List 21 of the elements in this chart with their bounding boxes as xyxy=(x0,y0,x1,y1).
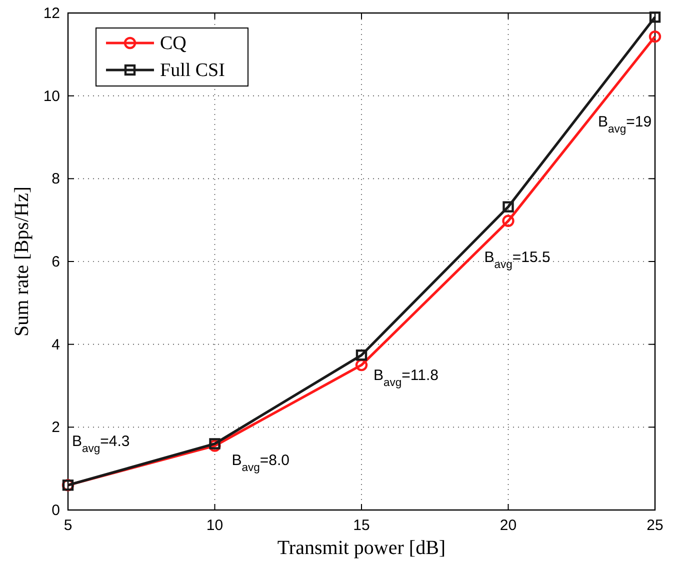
x-tick-label: 10 xyxy=(206,517,224,534)
y-tick-label: 10 xyxy=(43,88,60,105)
y-tick-label: 4 xyxy=(52,336,60,354)
y-axis-title: Sum rate [Bps/Hz] xyxy=(11,186,33,336)
x-axis-title: Transmit power [dB] xyxy=(277,537,446,559)
annotation: B$_{avg}$=11.8 xyxy=(374,367,438,390)
y-tick-label: 6 xyxy=(52,254,60,270)
legend-label: Full CSI xyxy=(160,60,225,81)
x-tick-label: 25 xyxy=(646,517,664,534)
annotation: B$_{avg}$=19 xyxy=(598,114,652,136)
y-tick-label: 12 xyxy=(43,5,60,22)
annotation: B$_{avg}$=15.5 xyxy=(484,248,550,271)
annotation: B$_{avg}$=4.3 xyxy=(72,433,130,456)
annotation: B$_{avg}$=8.0 xyxy=(232,452,290,474)
x-tick-label: 5 xyxy=(64,517,72,534)
x-tick-label: 20 xyxy=(500,517,517,534)
y-tick-label: 2 xyxy=(52,419,60,436)
x-tick-label: 15 xyxy=(353,517,370,534)
y-tick-label: 8 xyxy=(52,170,60,188)
legend-label: CQ xyxy=(160,33,187,54)
y-tick-label: 0 xyxy=(52,502,60,519)
